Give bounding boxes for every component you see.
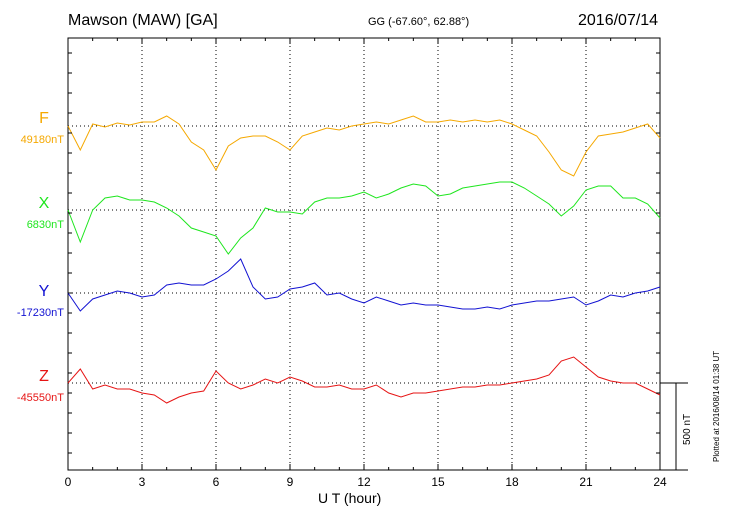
station-title: Mawson (MAW) [GA] <box>68 12 218 29</box>
series-baseline-x: 6830nT <box>27 219 65 231</box>
series-baseline-z: -45550nT <box>17 392 64 404</box>
series-baseline-y: -17230nT <box>17 307 64 319</box>
scale-bar-label: 500 nT <box>682 414 693 445</box>
series-name-z: Z <box>39 368 49 385</box>
series-labels: F 49180nT X 6830nT Y -17230nT Z -45550nT <box>17 110 64 404</box>
x-tick-label: 0 <box>65 475 72 489</box>
x-tick-label: 9 <box>287 475 294 489</box>
x-tick-label: 3 <box>139 475 146 489</box>
x-tick-label: 12 <box>357 475 371 489</box>
series-name-f: F <box>39 110 49 127</box>
x-tick-label: 21 <box>579 475 593 489</box>
geographic-coordinates: GG (-67.60°, 62.88°) <box>368 16 470 28</box>
series-name-y: Y <box>39 283 50 300</box>
series-lines <box>67 115 661 404</box>
x-tick-label: 18 <box>505 475 519 489</box>
plotted-timestamp: Plotted at 2016/08/14 01:38 UT <box>712 350 721 462</box>
x-tick-label: 6 <box>213 475 220 489</box>
series-baseline-f: 49180nT <box>21 134 65 146</box>
series-line-x <box>67 181 661 255</box>
x-axis: 0 3 6 9 12 15 18 21 24 <box>65 38 667 489</box>
plot-date: 2016/07/14 <box>578 12 659 29</box>
series-line-f <box>67 115 661 177</box>
scale-bar: 500 nT <box>660 382 693 471</box>
series-name-x: X <box>39 195 50 212</box>
x-axis-label: U T (hour) <box>318 490 382 506</box>
x-tick-label: 15 <box>431 475 445 489</box>
series-line-z <box>67 356 661 404</box>
grid-lines <box>67 37 661 471</box>
x-tick-label: 24 <box>653 475 667 489</box>
series-line-y <box>67 258 661 312</box>
